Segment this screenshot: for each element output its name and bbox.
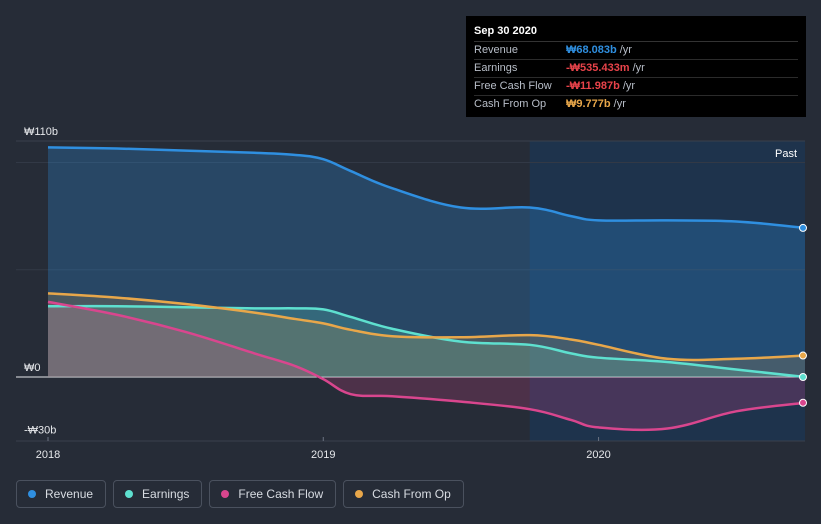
legend-label: Cash From Op	[372, 487, 451, 501]
tooltip-date: Sep 30 2020	[474, 23, 798, 42]
legend-item-cash-from-op[interactable]: Cash From Op	[343, 480, 464, 508]
y-tick-label: ₩110b	[24, 126, 58, 138]
legend-dot-icon	[221, 490, 230, 498]
tooltip-unit: /yr	[613, 98, 626, 110]
legend-label: Revenue	[45, 487, 94, 501]
tooltip-value: -₩11.987b	[566, 80, 620, 92]
tooltip-value: ₩68.083b	[566, 44, 617, 56]
series-endpoint-revenue	[799, 223, 807, 232]
legend-dot-icon	[355, 490, 364, 498]
legend-item-free-cash-flow[interactable]: Free Cash Flow	[209, 480, 337, 508]
tooltip-label: Revenue	[474, 44, 519, 56]
legend-dot-icon	[28, 490, 36, 498]
series-endpoint-earnings	[799, 373, 807, 381]
y-tick-label: ₩0	[24, 362, 41, 374]
legend-item-earnings[interactable]: Earnings	[113, 480, 203, 508]
series-line-earnings	[47, 304, 806, 379]
tooltip-row-earnings: Earnings -₩535.433m /yr	[474, 60, 798, 78]
legend-dot-icon	[125, 490, 134, 498]
series-area-revenue	[48, 147, 805, 377]
legend-label: Earnings	[142, 487, 190, 501]
tooltip-label: Free Cash Flow	[474, 80, 552, 92]
series-line-revenue	[47, 146, 806, 230]
data-tooltip: Sep 30 2020 Revenue ₩68.083b /yr Earning…	[466, 16, 806, 117]
tooltip-label: Earnings	[474, 62, 518, 74]
x-tick-label: 2019	[311, 449, 335, 461]
chart-legend: Revenue Earnings Free Cash Flow Cash Fro…	[16, 480, 464, 508]
legend-item-revenue[interactable]: Revenue	[16, 480, 107, 508]
tooltip-unit: /yr	[632, 62, 645, 74]
legend-label: Free Cash Flow	[238, 487, 324, 501]
tooltip-value: -₩535.433m	[566, 62, 630, 74]
series-line-free-cash-flow	[47, 300, 806, 432]
tooltip-unit: /yr	[622, 80, 636, 92]
series-area-cash-from-op	[48, 293, 805, 377]
tooltip-row-revenue: Revenue ₩68.083b /yr	[474, 42, 798, 60]
series-endpoint-cash-from-op	[799, 351, 807, 360]
x-tick-label: 2020	[586, 449, 610, 461]
x-tick-label: 2018	[36, 449, 60, 461]
tooltip-label: Cash From Op	[474, 98, 547, 110]
series-endpoint-free-cash-flow	[799, 398, 807, 407]
forecast-region	[529, 141, 805, 441]
tooltip-row-free-cash-flow: Free Cash Flow -₩11.987b /yr	[474, 78, 798, 96]
y-tick-label: -₩30b	[24, 424, 56, 436]
past-label: Past	[775, 148, 797, 160]
series-line-cash-from-op	[47, 292, 806, 362]
series-area-free-cash-flow	[48, 301, 805, 430]
tooltip-unit: /yr	[619, 44, 632, 56]
tooltip-row-cash-from-op: Cash From Op ₩9.777b /yr	[474, 96, 798, 113]
tooltip-value: ₩9.777b	[566, 98, 611, 110]
